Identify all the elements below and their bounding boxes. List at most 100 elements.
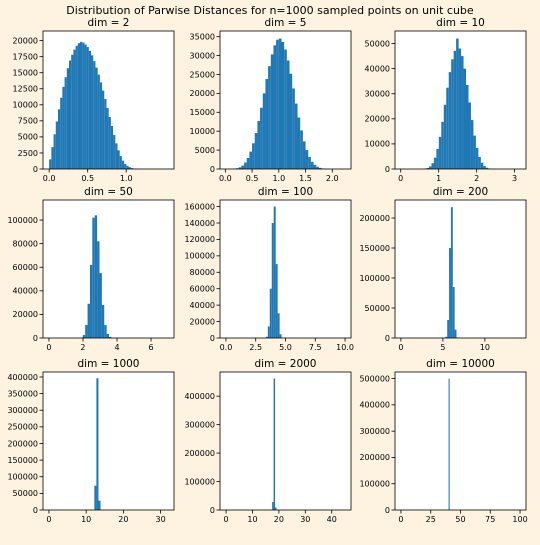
figure-title: Distribution of Parwise Distances for n=… <box>66 4 474 17</box>
axes-background <box>43 200 174 338</box>
histogram-bar <box>62 86 65 169</box>
histogram-bar <box>113 134 116 169</box>
histogram-bar <box>51 147 54 169</box>
x-tick-label: 6 <box>148 343 153 352</box>
y-tick-label: 40000 <box>190 301 215 310</box>
subplot-title: dim = 2000 <box>254 358 316 370</box>
histogram-bar <box>57 109 61 169</box>
histogram-bar <box>305 150 309 169</box>
histogram-bar <box>451 59 454 169</box>
y-tick-label: 60000 <box>190 285 215 294</box>
histogram-bar <box>91 55 94 169</box>
histogram-bar <box>88 50 92 169</box>
histogram-bar <box>55 121 58 169</box>
y-tick-label: 100000 <box>359 274 390 283</box>
x-tick-label: 0 <box>46 343 51 352</box>
histogram-bar <box>466 84 469 169</box>
histogram-bar <box>458 48 462 170</box>
x-tick-label: 5.0 <box>279 343 292 352</box>
y-tick-label: 10000 <box>190 127 215 136</box>
histogram-bar <box>71 54 74 169</box>
axes-frame <box>42 199 175 339</box>
y-tick-label: 60000 <box>13 263 38 272</box>
histogram-bar <box>438 136 442 169</box>
y-tick-label: 250000 <box>7 423 38 432</box>
y-tick-label: 120000 <box>184 235 215 244</box>
y-tick-label: 35000 <box>190 32 215 41</box>
histogram-bar <box>318 167 322 169</box>
histogram-bar <box>273 45 277 170</box>
x-tick-label: 10 <box>81 515 91 524</box>
histogram-bar <box>271 223 274 338</box>
axes-background <box>395 200 526 338</box>
y-tick-label: 15000 <box>190 108 215 117</box>
histogram-bar <box>124 163 127 169</box>
subplot-4: dim = 50 0 2 4 6 0 20000 40000 60000 80000 100000 <box>7 186 175 352</box>
x-tick-label: 5 <box>440 343 445 352</box>
histogram-bar <box>279 334 282 338</box>
x-tick-label: 1.0 <box>272 174 285 183</box>
x-tick-label: 4 <box>114 343 119 352</box>
histogram-bar <box>449 248 451 338</box>
histogram-bar <box>267 326 270 338</box>
histogram-bar <box>94 215 98 338</box>
y-tick-label: 100000 <box>184 252 215 261</box>
subplot-title: dim = 1000 <box>77 358 139 370</box>
histogram-bar <box>450 207 453 338</box>
y-tick-label: 20000 <box>190 317 215 326</box>
y-tick-label: 200000 <box>359 214 390 223</box>
y-tick-label: 5000 <box>18 133 38 142</box>
axes-frame <box>394 30 527 170</box>
histogram-bar <box>468 102 471 169</box>
y-tick-label: 30000 <box>365 90 390 99</box>
x-tick-label: 0 <box>46 515 51 524</box>
histogram-bar <box>106 333 110 338</box>
histogram-bar <box>128 167 131 169</box>
x-tick-label: 0.5 <box>246 174 259 183</box>
subplot-8: dim = 2000 0 10 20 30 40 0 100000 200000 300000 40… <box>184 358 352 524</box>
histogram-bar <box>89 264 93 338</box>
y-tick-label: 50000 <box>365 304 390 313</box>
histogram-bar <box>109 336 112 338</box>
histogram-bar <box>66 68 69 169</box>
histogram-bar <box>99 82 103 169</box>
y-tick-label: 20000 <box>13 310 38 319</box>
y-tick-label: 10000 <box>365 140 390 149</box>
axes-frame <box>42 371 175 511</box>
histogram-bar <box>265 79 269 169</box>
subplot-1: dim = 2 0.0 0.5 1.0 0 2500 5000 7500 10000 12500 1… <box>13 17 175 183</box>
y-tick-label: 400000 <box>7 373 38 382</box>
histogram-bar <box>483 165 486 169</box>
subplot-title: dim = 5 <box>265 17 307 29</box>
histogram-bar <box>441 121 444 169</box>
histogram-bar <box>284 49 287 169</box>
y-tick-label: 400000 <box>359 401 390 410</box>
x-tick-label: 0.0 <box>43 174 56 183</box>
histogram-bar <box>115 143 118 169</box>
y-tick-label: 160000 <box>184 202 215 211</box>
histogram-bar <box>49 159 52 169</box>
subplot-title: dim = 10000 <box>426 358 495 370</box>
y-tick-label: 300000 <box>7 406 38 415</box>
y-tick-label: 150000 <box>7 456 38 465</box>
histogram-bar <box>431 163 434 169</box>
x-tick-label: 75 <box>485 515 495 524</box>
histogram-bar <box>104 325 107 338</box>
y-tick-label: 80000 <box>190 268 215 277</box>
histogram-bar <box>269 288 272 338</box>
histogram-bar <box>463 68 467 169</box>
histogram-bar <box>257 120 261 169</box>
histogram-bar <box>316 166 319 169</box>
axes-frame <box>219 371 352 511</box>
histogram-bar <box>246 158 250 169</box>
x-tick-label: 0.0 <box>219 174 232 183</box>
histogram-bar <box>448 378 450 510</box>
histogram-bar <box>244 162 247 169</box>
subplot-7: dim = 1000 0 10 20 30 0 50000 100000 150000 20000… <box>7 358 175 524</box>
histogram-bar <box>82 335 86 338</box>
subplot-5: dim = 100 0.0 2.5 5.0 7.5 10.0 0 20000 40000 6000… <box>184 186 353 352</box>
histogram-bar <box>273 378 276 510</box>
histogram-bar <box>96 378 99 510</box>
histogram-bar <box>82 42 85 169</box>
